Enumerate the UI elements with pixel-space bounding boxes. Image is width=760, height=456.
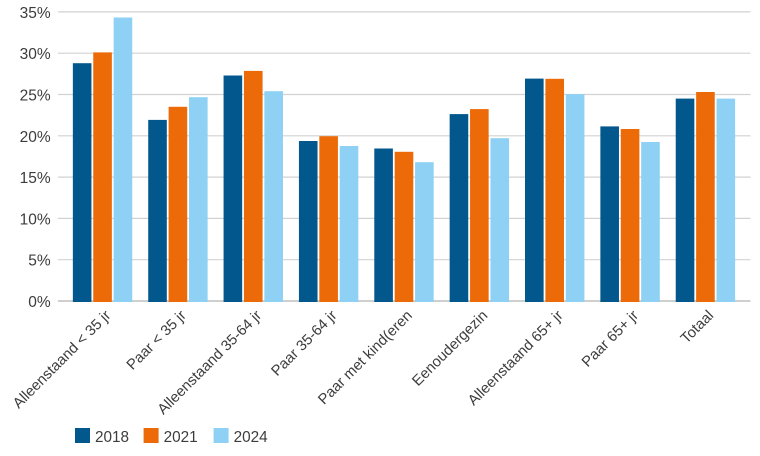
svg-text:0%: 0% <box>28 294 51 311</box>
svg-text:10%: 10% <box>20 211 51 228</box>
svg-text:5%: 5% <box>28 253 51 270</box>
svg-text:2021: 2021 <box>164 429 198 446</box>
svg-text:2024: 2024 <box>234 429 269 446</box>
svg-text:2018: 2018 <box>95 429 129 446</box>
svg-text:25%: 25% <box>20 88 51 105</box>
svg-text:20%: 20% <box>20 129 51 146</box>
svg-text:30%: 30% <box>20 46 51 63</box>
svg-text:15%: 15% <box>20 170 51 187</box>
svg-text:35%: 35% <box>20 5 51 22</box>
